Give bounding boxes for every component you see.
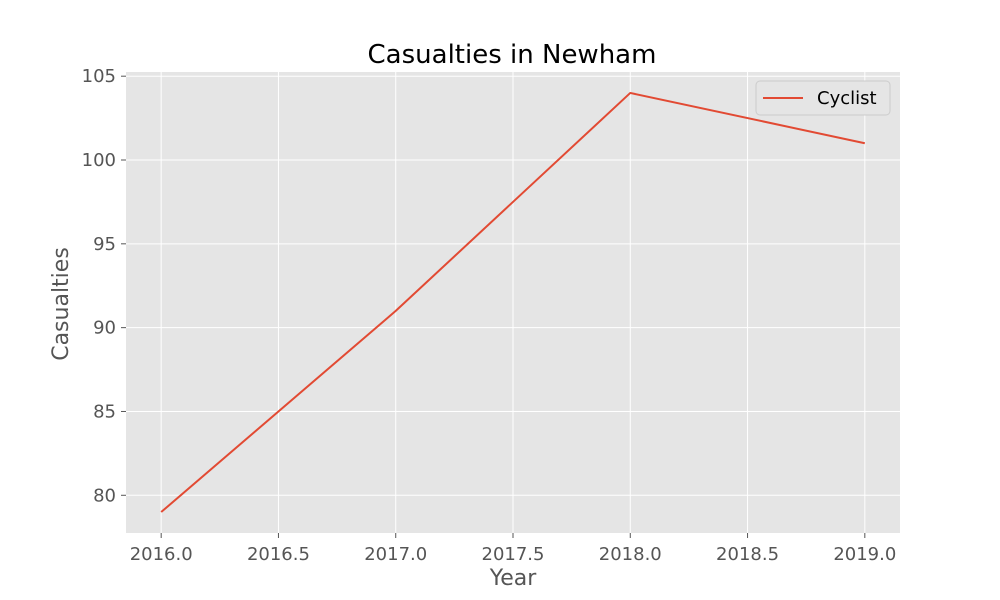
y-tick-label: 90 — [93, 318, 116, 339]
legend-box — [755, 80, 891, 116]
legend: Cyclist — [755, 80, 891, 116]
x-axis-ticks: 2016.0 2016.5 2017.0 2017.5 2018.0 2018.5 2019… — [130, 533, 896, 565]
y-tick-label: 95 — [93, 234, 116, 255]
x-axis-label: Year — [489, 566, 538, 591]
legend-entry-label: Cyclist — [817, 88, 877, 109]
y-tick-label: 85 — [93, 401, 116, 422]
x-tick-label: 2018.0 — [599, 544, 662, 565]
x-gridlines — [160, 72, 866, 533]
x-tick-label: 2019.0 — [833, 544, 896, 565]
y-tick-label: 80 — [93, 485, 116, 506]
y-axis-ticks: 80 85 90 95 100 105 — [82, 66, 126, 506]
y-axis-label: Casualties — [49, 247, 74, 361]
x-tick-label: 2016.5 — [247, 544, 310, 565]
x-tick-label: 2017.0 — [364, 544, 427, 565]
x-tick-label: 2018.5 — [716, 544, 779, 565]
y-tick-label: 105 — [82, 66, 116, 87]
x-tick-label: 2016.0 — [130, 544, 193, 565]
chart-title: Casualties in Newham — [368, 40, 657, 70]
x-tick-label: 2017.5 — [482, 544, 545, 565]
y-gridlines — [126, 75, 900, 496]
y-tick-label: 100 — [82, 150, 116, 171]
series-line-cyclist — [160, 91, 866, 513]
series-layer — [160, 91, 866, 513]
